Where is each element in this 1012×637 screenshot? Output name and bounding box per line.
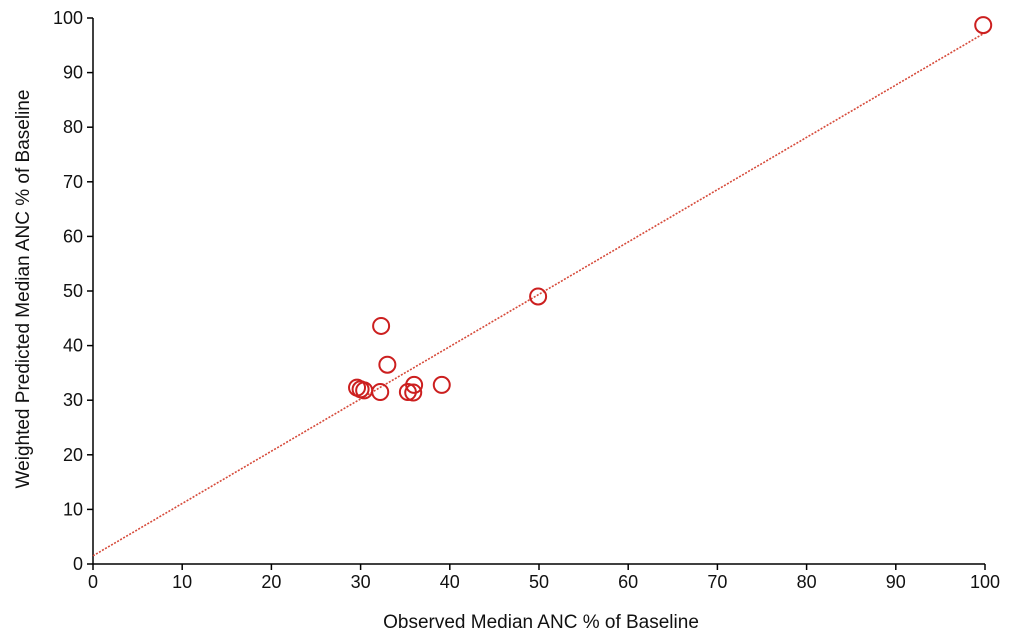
x-tick-label: 80 [797, 572, 817, 592]
y-tick-label: 10 [63, 499, 83, 519]
x-tick-label: 70 [707, 572, 727, 592]
y-tick-label: 90 [63, 63, 83, 83]
axes [92, 18, 985, 565]
y-tick-label: 50 [63, 281, 83, 301]
y-axis-title: Weighted Predicted Median ANC % of Basel… [13, 90, 34, 489]
data-point [529, 287, 548, 306]
x-tick-label: 0 [88, 572, 98, 592]
fit-line [92, 32, 986, 557]
data-points [348, 16, 993, 402]
x-tick-label: 100 [970, 572, 1000, 592]
data-point [974, 16, 993, 35]
y-tick-label: 100 [53, 8, 83, 28]
x-tick-label: 60 [618, 572, 638, 592]
x-tick-label: 50 [529, 572, 549, 592]
x-tick-label: 90 [886, 572, 906, 592]
y-tick-label: 20 [63, 445, 83, 465]
y-tick-label: 0 [73, 554, 83, 574]
x-tick-label: 20 [261, 572, 281, 592]
y-tick-label: 30 [63, 390, 83, 410]
y-tick-label: 40 [63, 336, 83, 356]
x-tick-label: 40 [440, 572, 460, 592]
data-point [405, 375, 424, 394]
data-point [432, 375, 451, 394]
data-point [372, 316, 391, 335]
y-tick-label: 80 [63, 117, 83, 137]
data-point [378, 355, 397, 374]
y-tick-label: 70 [63, 172, 83, 192]
x-axis-ticks: 0 10 20 30 40 50 60 70 80 90 100 [88, 564, 1000, 592]
x-tick-label: 10 [172, 572, 192, 592]
x-tick-label: 30 [351, 572, 371, 592]
y-tick-label: 60 [63, 226, 83, 246]
data-point [371, 383, 390, 402]
y-axis-ticks: 0 10 20 30 40 50 60 70 80 90 100 [53, 8, 93, 574]
fit-line-group [92, 32, 986, 557]
x-axis-title: Observed Median ANC % of Baseline [383, 612, 699, 633]
data-point [404, 383, 423, 402]
